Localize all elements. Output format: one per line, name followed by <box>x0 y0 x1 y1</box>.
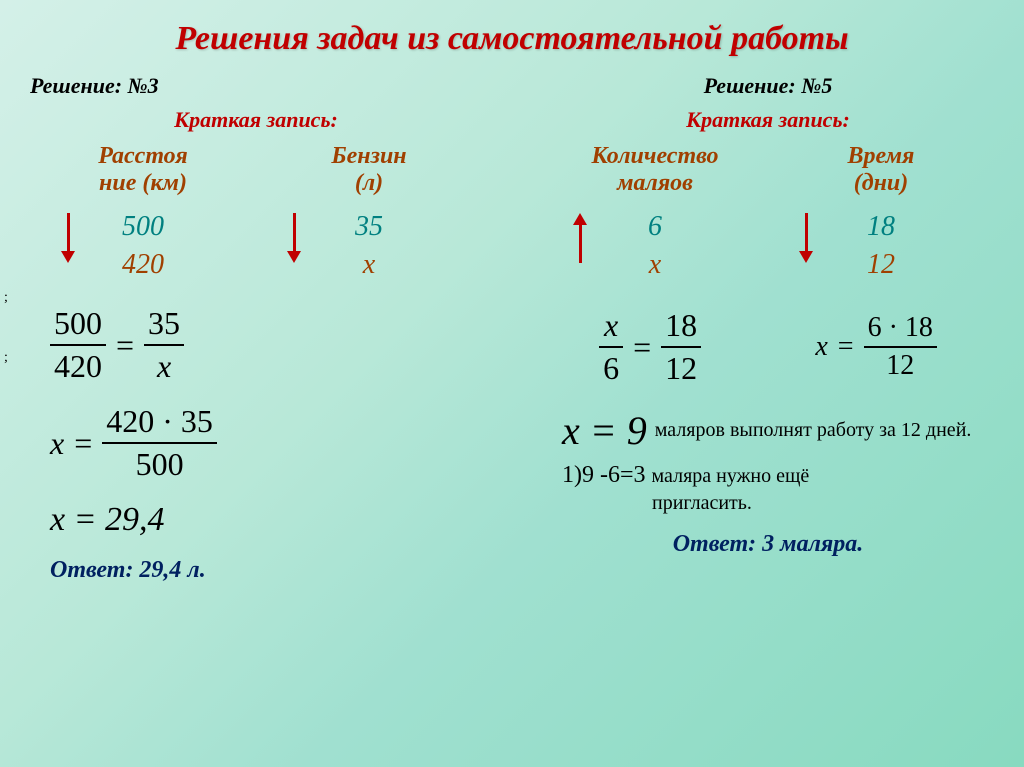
right-col1-header: Количествомаляов <box>553 143 756 197</box>
right-col2-header: Время(дни) <box>779 143 982 197</box>
right-values: 6 x 18 12 <box>542 205 994 287</box>
frac-den: 420 <box>50 346 106 385</box>
left-result: x = 29,4 <box>50 501 482 539</box>
right-brief-label: Краткая запись: <box>542 107 994 133</box>
frac-num: x <box>599 307 623 348</box>
right-equation-2: x = 6 · 1812 <box>815 307 937 387</box>
right-col2-values: 18 12 <box>779 205 982 287</box>
left-solution-label: Решение: №3 <box>30 73 482 99</box>
left-answer: Ответ: 29,4 л. <box>50 557 482 584</box>
arrow-down-icon <box>61 213 75 263</box>
left-col2-header: Бензин(л) <box>267 143 470 197</box>
arrow-down-icon <box>799 213 813 263</box>
frac-den: x <box>144 346 184 385</box>
stray-char-1: ; <box>4 290 8 306</box>
left-equation-1: 500420 = 35x <box>50 305 482 385</box>
left-col1-values: 500 420 <box>41 205 244 287</box>
right-result-row: x = 9 маляров выполнят работу за 12 дней… <box>562 407 994 454</box>
page-title: Решения задач из самостоятельной работы <box>0 0 1024 58</box>
arrow-up-icon <box>573 213 587 263</box>
frac-den: 500 <box>102 444 217 483</box>
content-columns: Решение: №3 Краткая запись: Расстояние (… <box>0 73 1024 584</box>
frac-num: 500 <box>50 305 106 346</box>
frac-num: 18 <box>661 307 701 348</box>
right-answer: Ответ: 3 маляра. <box>542 531 994 558</box>
frac-den: 6 <box>599 348 623 387</box>
eq-lhs: x <box>50 425 64 462</box>
eq-lhs: x <box>815 331 827 363</box>
equals-sign: = <box>74 425 92 462</box>
equals-sign: = <box>116 327 134 364</box>
right-equation-1: x6 = 1812 <box>599 307 701 387</box>
right-solution-label: Решение: №5 <box>542 73 994 99</box>
equals-sign: = <box>633 329 651 366</box>
left-col1-header: Расстояние (км) <box>41 143 244 197</box>
frac-num: 6 · 18 <box>864 312 937 348</box>
left-col2-values: 35 x <box>267 205 470 287</box>
left-column: Решение: №3 Краткая запись: Расстояние (… <box>0 73 512 584</box>
right-extra-line: 1)9 -6=3 маляра нужно ещё пригласить. <box>562 462 994 516</box>
answer-label: Ответ <box>50 557 125 583</box>
left-values: 500 420 35 x <box>30 205 482 287</box>
right-col1-values: 6 x <box>553 205 756 287</box>
frac-den: 12 <box>864 348 937 382</box>
right-result-note: маляров выполнят работу за 12 дней. <box>655 419 972 442</box>
answer-value: : 29,4 л. <box>125 557 205 583</box>
frac-den: 12 <box>661 348 701 387</box>
right-result-big: x = 9 <box>562 407 647 454</box>
left-equation-2: x = 420 · 35500 <box>50 403 482 483</box>
left-brief-label: Краткая запись: <box>30 107 482 133</box>
right-headers: Количествомаляов Время(дни) <box>542 143 994 197</box>
left-headers: Расстояние (км) Бензин(л) <box>30 143 482 197</box>
frac-num: 35 <box>144 305 184 346</box>
equals-sign: = <box>838 331 854 363</box>
right-column: Решение: №5 Краткая запись: Количествома… <box>512 73 1024 584</box>
right-equations-row: x6 = 1812 x = 6 · 1812 <box>542 307 994 387</box>
arrow-down-icon <box>287 213 301 263</box>
stray-char-2: ; <box>4 350 8 366</box>
frac-num: 420 · 35 <box>102 403 217 444</box>
